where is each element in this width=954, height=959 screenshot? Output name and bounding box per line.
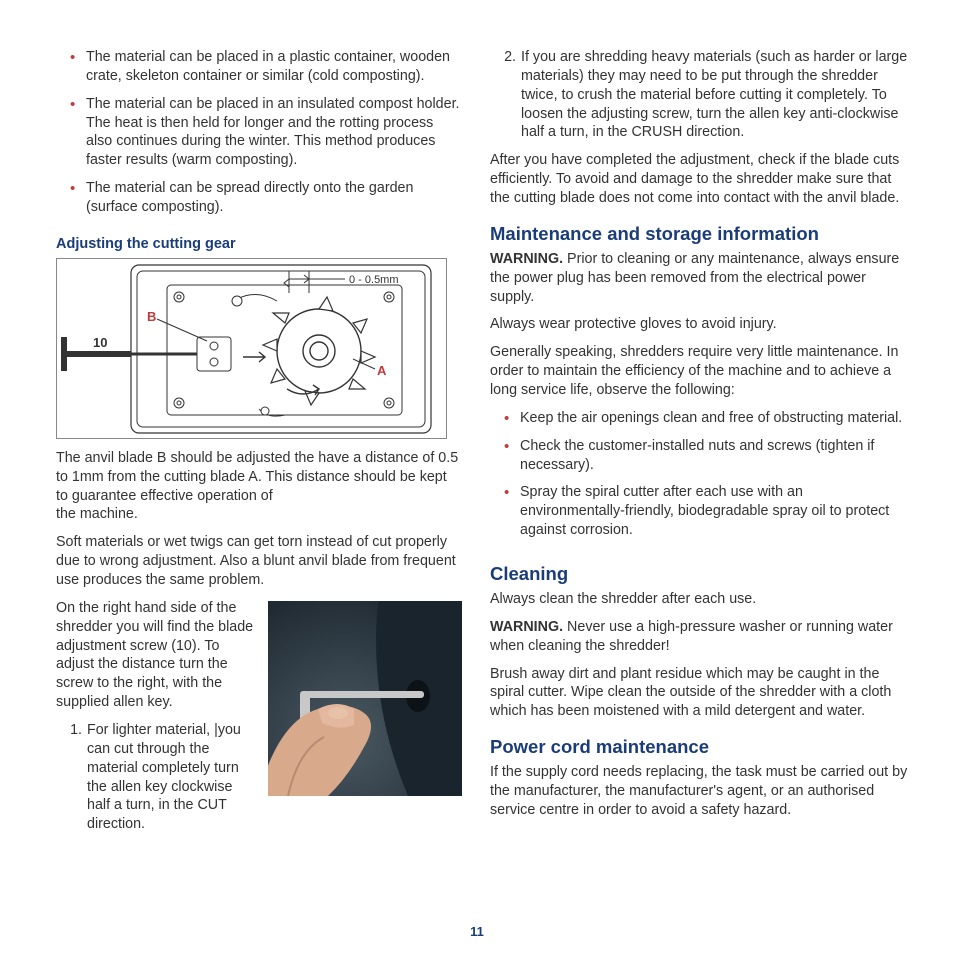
diagram-label-a: A — [377, 363, 387, 378]
adjustment-steps-right: If you are shredding heavy materials (su… — [490, 48, 908, 151]
heading-cleaning: Cleaning — [490, 563, 908, 585]
allen-key-photo — [268, 601, 462, 796]
paragraph: Always wear protective gloves to avoid i… — [490, 315, 908, 334]
heading-maintenance: Maintenance and storage information — [490, 223, 908, 245]
paragraph: the machine. — [56, 505, 462, 524]
paragraph: Always clean the shredder after each use… — [490, 590, 908, 609]
composting-bullets: The material can be placed in a plastic … — [56, 48, 462, 226]
cutting-gear-diagram: 0 - 0.5mm B 10 A — [56, 258, 447, 439]
paragraph: After you have completed the adjustment,… — [490, 151, 908, 208]
subheading-adjusting: Adjusting the cutting gear — [56, 236, 462, 252]
warning-label: WARNING. — [490, 619, 563, 635]
diagram-label-10: 10 — [93, 335, 107, 350]
cleaning-warning: WARNING. Never use a high-pressure washe… — [490, 618, 908, 656]
maintenance-bullets: Keep the air openings clean and free of … — [490, 409, 908, 549]
list-item: Spray the spiral cutter after each use w… — [508, 483, 908, 540]
list-item: For lighter material, |you can cut throu… — [86, 721, 256, 834]
heading-power-cord: Power cord maintenance — [490, 736, 908, 758]
list-item: The material can be placed in an insulat… — [74, 95, 462, 170]
maintenance-warning: WARNING. Prior to cleaning or any mainte… — [490, 250, 908, 307]
left-column: The material can be placed in a plastic … — [56, 48, 462, 918]
page-number: 11 — [470, 924, 484, 939]
paragraph: The anvil blade B should be adjusted the… — [56, 449, 462, 506]
list-item: The material can be spread directly onto… — [74, 179, 462, 217]
paragraph: Brush away dirt and plant residue which … — [490, 665, 908, 722]
diagram-label-b: B — [147, 309, 156, 324]
paragraph: Soft materials or wet twigs can get torn… — [56, 533, 462, 590]
paragraph: If the supply cord needs replacing, the … — [490, 763, 908, 820]
diagram-measurement-label: 0 - 0.5mm — [349, 274, 399, 286]
list-item: If you are shredding heavy materials (su… — [520, 48, 908, 142]
list-item: Keep the air openings clean and free of … — [508, 409, 908, 428]
paragraph: On the right hand side of the shredder y… — [56, 599, 256, 712]
adjustment-steps-left: For lighter material, |you can cut throu… — [56, 721, 256, 834]
list-item: The material can be placed in a plastic … — [74, 48, 462, 86]
right-column: If you are shredding heavy materials (su… — [490, 48, 908, 918]
paragraph: Generally speaking, shredders require ve… — [490, 343, 908, 400]
list-item: Check the customer-installed nuts and sc… — [508, 437, 908, 475]
warning-label: WARNING. — [490, 251, 563, 267]
